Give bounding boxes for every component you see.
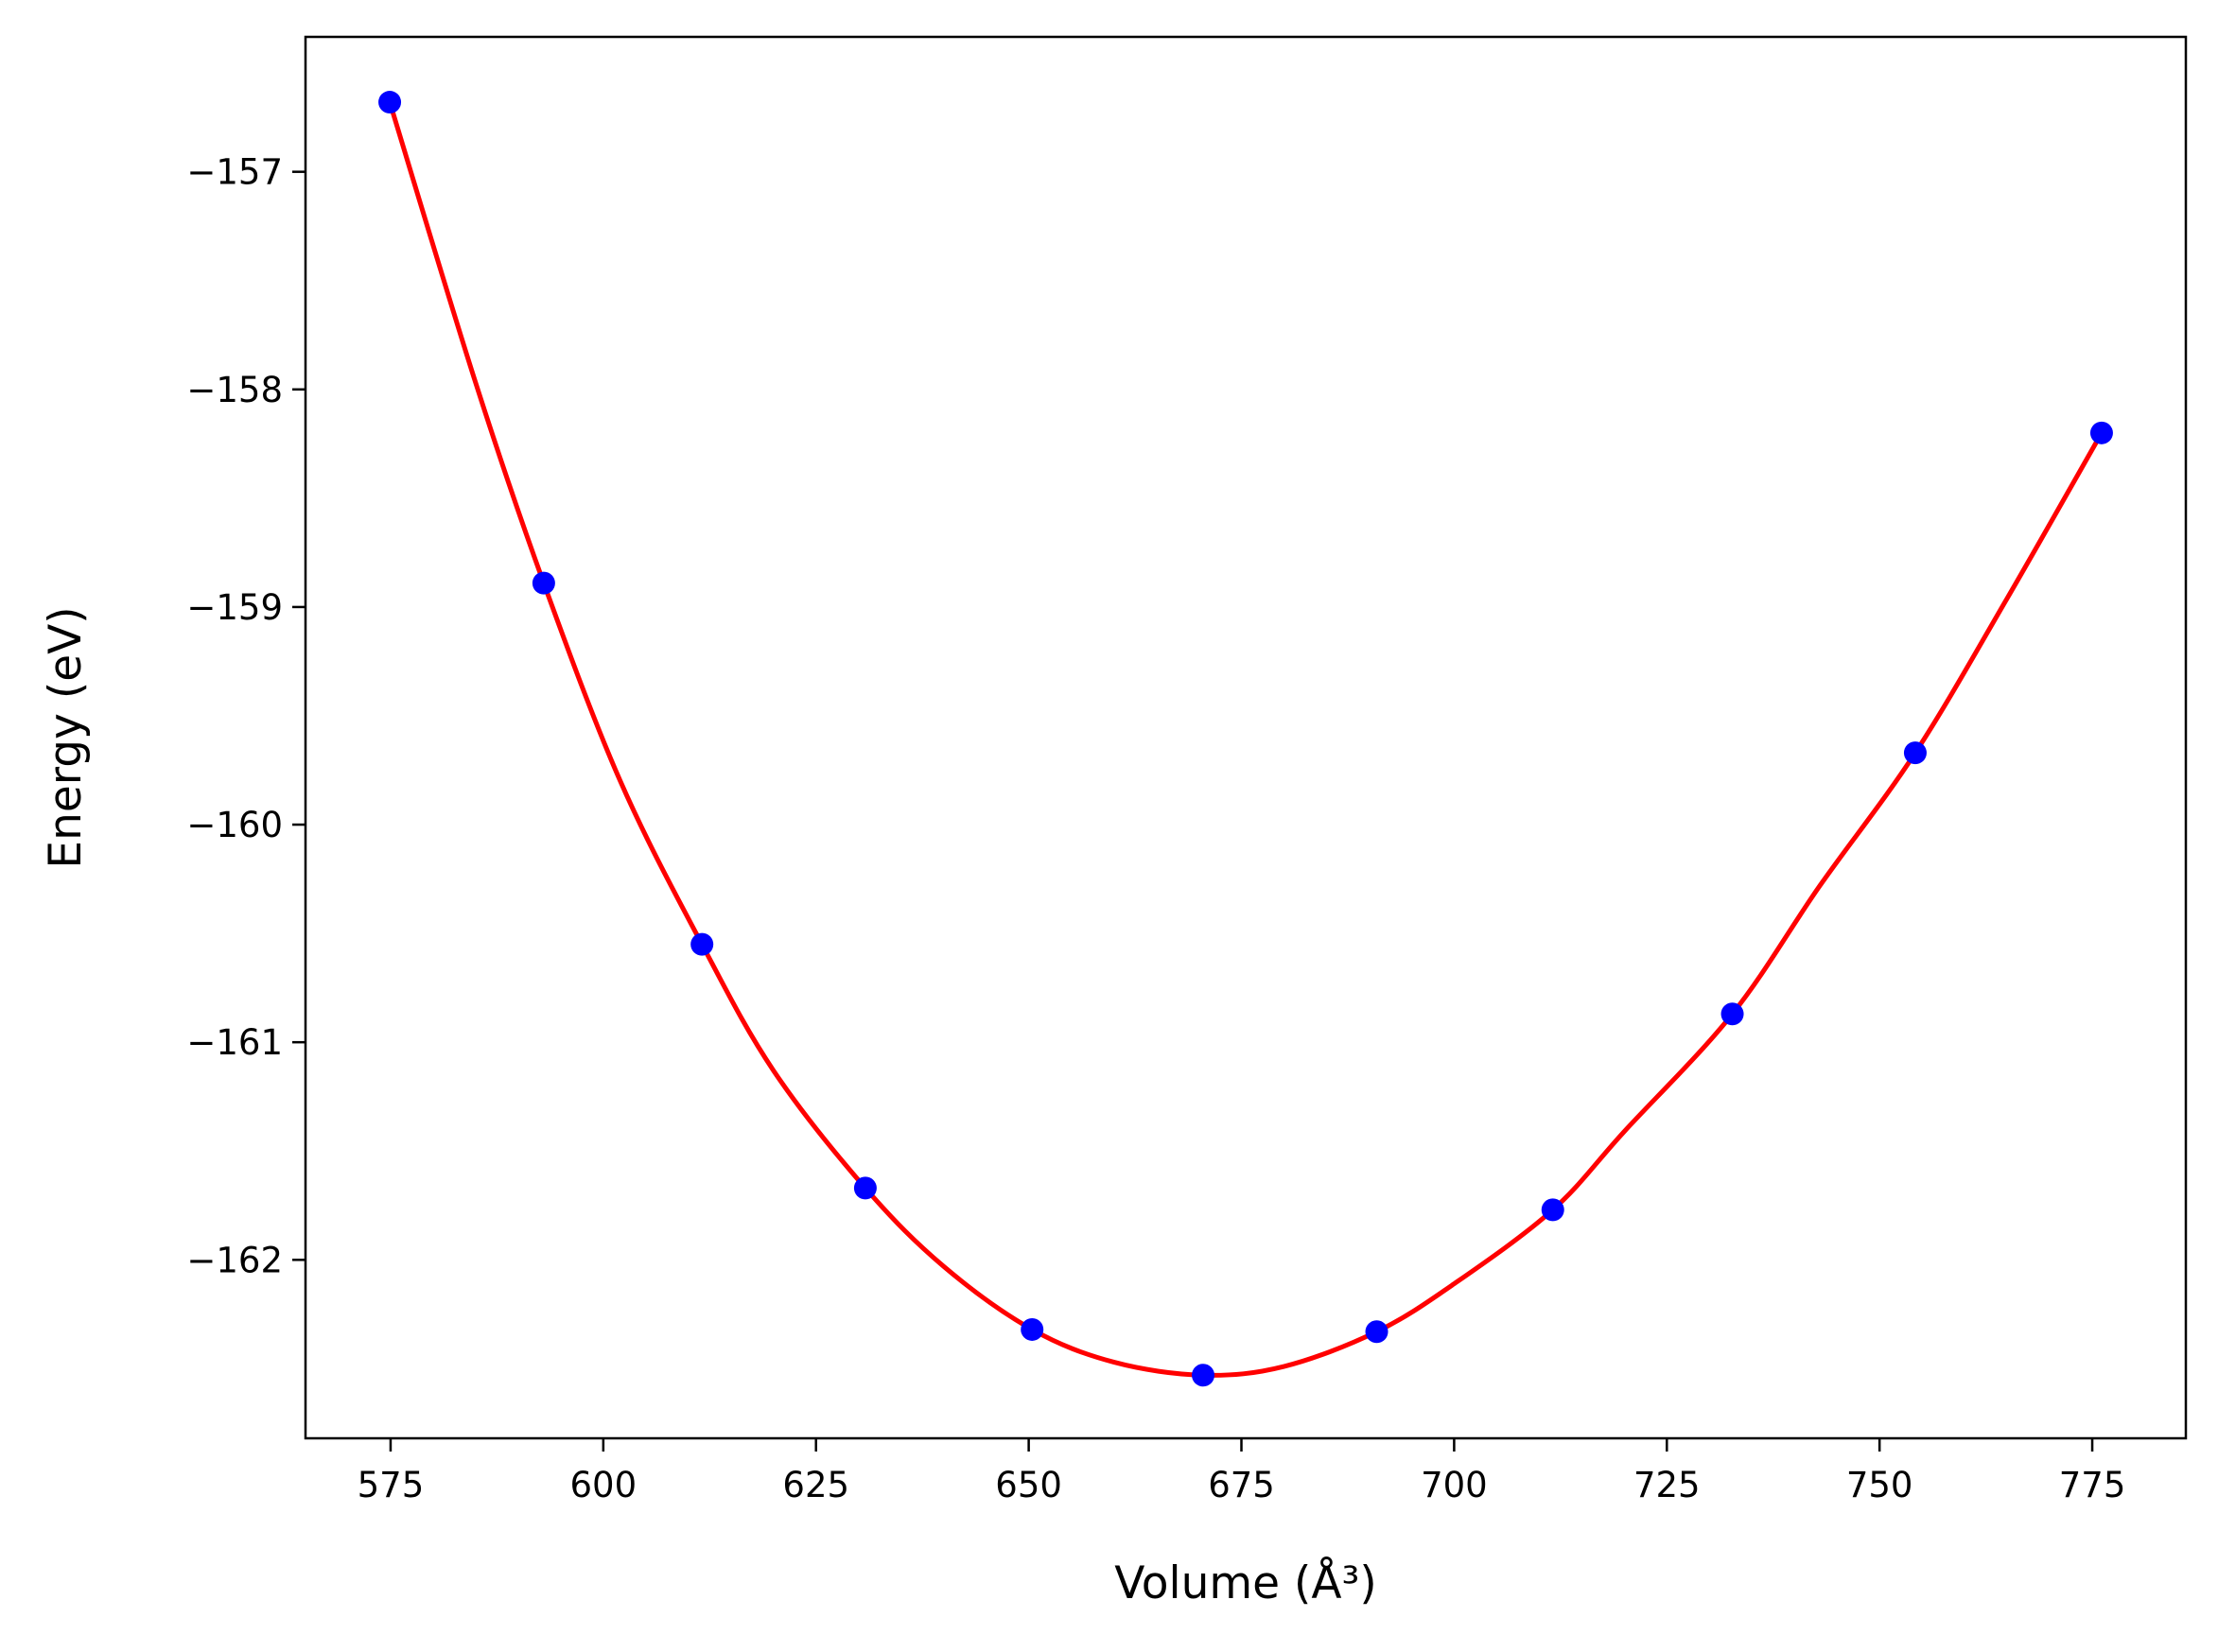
x-axis-ticks: 575 600 625 650 675 700 725 750 775 (358, 1438, 2126, 1505)
data-point (1365, 1320, 1388, 1344)
y-tick-label: −158 (186, 370, 283, 410)
x-tick-label: 725 (1633, 1465, 1701, 1505)
data-point (1021, 1317, 1044, 1341)
y-tick-label: −157 (186, 152, 283, 193)
fit-curve-line (387, 101, 2104, 1378)
data-point (2089, 421, 2113, 444)
x-tick-label: 600 (570, 1465, 637, 1505)
x-tick-label: 750 (1846, 1465, 1913, 1505)
data-point (853, 1176, 877, 1200)
y-axis-ticks: −162 −161 −160 −159 −158 −157 (186, 152, 306, 1280)
y-tick-label: −159 (186, 587, 283, 628)
x-tick-label: 775 (2059, 1465, 2126, 1505)
plot-frame (304, 35, 2188, 1440)
y-tick-label: −160 (186, 805, 283, 845)
x-tick-label: 675 (1208, 1465, 1275, 1505)
x-tick-label: 650 (995, 1465, 1062, 1505)
data-point (1541, 1198, 1564, 1222)
data-point (690, 932, 714, 956)
y-tick-label: −162 (186, 1240, 283, 1280)
data-points-layer (378, 91, 2113, 1387)
x-tick-label: 700 (1421, 1465, 1488, 1505)
data-point (1720, 1002, 1744, 1026)
x-axis-label: Volume (Å³) (1114, 1557, 1376, 1609)
fit-curve-layer (387, 101, 2104, 1378)
data-point (532, 571, 555, 595)
y-tick-label: −161 (186, 1022, 283, 1063)
data-point (1192, 1364, 1215, 1387)
data-point (378, 91, 402, 114)
data-point (1903, 741, 1927, 765)
plot-area (306, 37, 2186, 1438)
x-tick-label: 625 (782, 1465, 849, 1505)
x-tick-label: 575 (358, 1465, 425, 1505)
y-axis-label: Energy (eV) (40, 606, 92, 868)
